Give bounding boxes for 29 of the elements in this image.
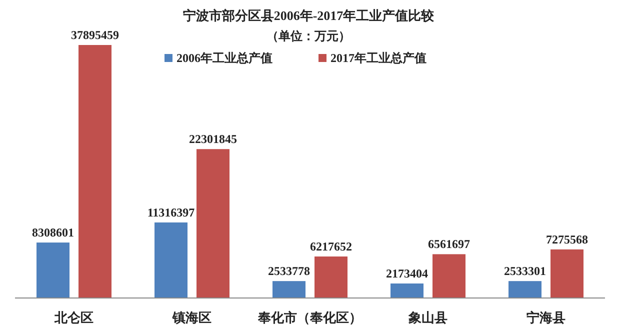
bar <box>36 242 70 298</box>
data-label: 6217652 <box>310 239 352 254</box>
data-label: 37895459 <box>71 28 119 42</box>
bar <box>508 281 542 298</box>
bar <box>154 222 188 298</box>
x-tick-label: 镇海区 <box>172 310 212 325</box>
data-label: 6561697 <box>428 237 470 252</box>
bar <box>78 45 112 298</box>
legend-label: 2006年工业总产值 <box>176 51 272 65</box>
bar <box>550 249 584 298</box>
chart-title: 宁波市部分区县2006年-2017年工业产值比较 <box>182 8 436 23</box>
x-tick-label: 象山县 <box>408 310 448 325</box>
data-label: 22301845 <box>189 132 237 146</box>
bar <box>390 283 424 298</box>
chart-subtitle: （单位：万元） <box>266 29 350 43</box>
bar <box>272 281 306 298</box>
x-tick-label: 宁海县 <box>526 310 566 325</box>
data-label: 2533778 <box>268 264 310 278</box>
data-label: 7275568 <box>546 232 588 246</box>
bar <box>314 256 348 298</box>
data-label: 2173404 <box>386 266 428 280</box>
bar <box>432 254 466 298</box>
x-tick-label: 奉化市（奉化区） <box>257 310 362 325</box>
legend-label: 2017年工业总产值 <box>330 51 426 65</box>
data-label: 11316397 <box>147 205 195 220</box>
data-label: 8308601 <box>32 226 74 240</box>
data-label: 2533301 <box>504 264 546 278</box>
x-tick-label: 北仑区 <box>54 310 94 325</box>
bar <box>196 149 230 298</box>
